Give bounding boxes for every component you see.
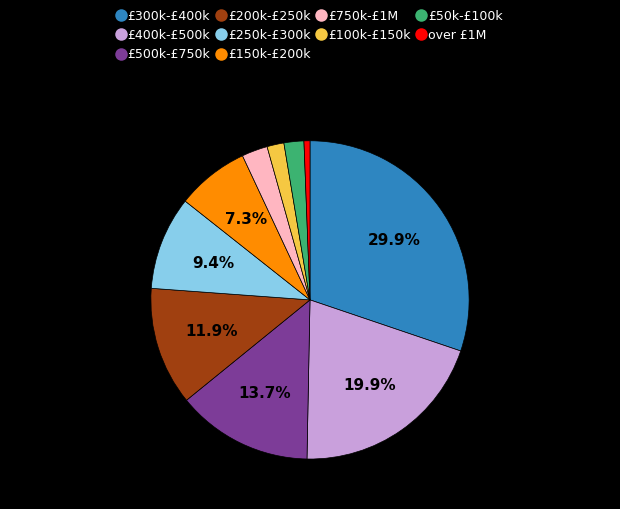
Wedge shape [310, 142, 469, 351]
Wedge shape [304, 142, 310, 300]
Text: 29.9%: 29.9% [368, 233, 420, 248]
Text: 11.9%: 11.9% [185, 324, 237, 339]
Wedge shape [151, 202, 310, 300]
Wedge shape [307, 300, 461, 459]
Wedge shape [267, 144, 310, 300]
Text: 13.7%: 13.7% [238, 386, 291, 401]
Legend: £300k-£400k, £400k-£500k, £500k-£750k, £200k-£250k, £250k-£300k, £150k-£200k, £7: £300k-£400k, £400k-£500k, £500k-£750k, £… [114, 6, 506, 65]
Wedge shape [284, 142, 310, 300]
Wedge shape [187, 300, 310, 459]
Text: 7.3%: 7.3% [224, 212, 267, 227]
Text: 9.4%: 9.4% [193, 256, 235, 270]
Text: 19.9%: 19.9% [343, 377, 396, 392]
Wedge shape [151, 289, 310, 401]
Wedge shape [242, 148, 310, 300]
Wedge shape [185, 156, 310, 300]
